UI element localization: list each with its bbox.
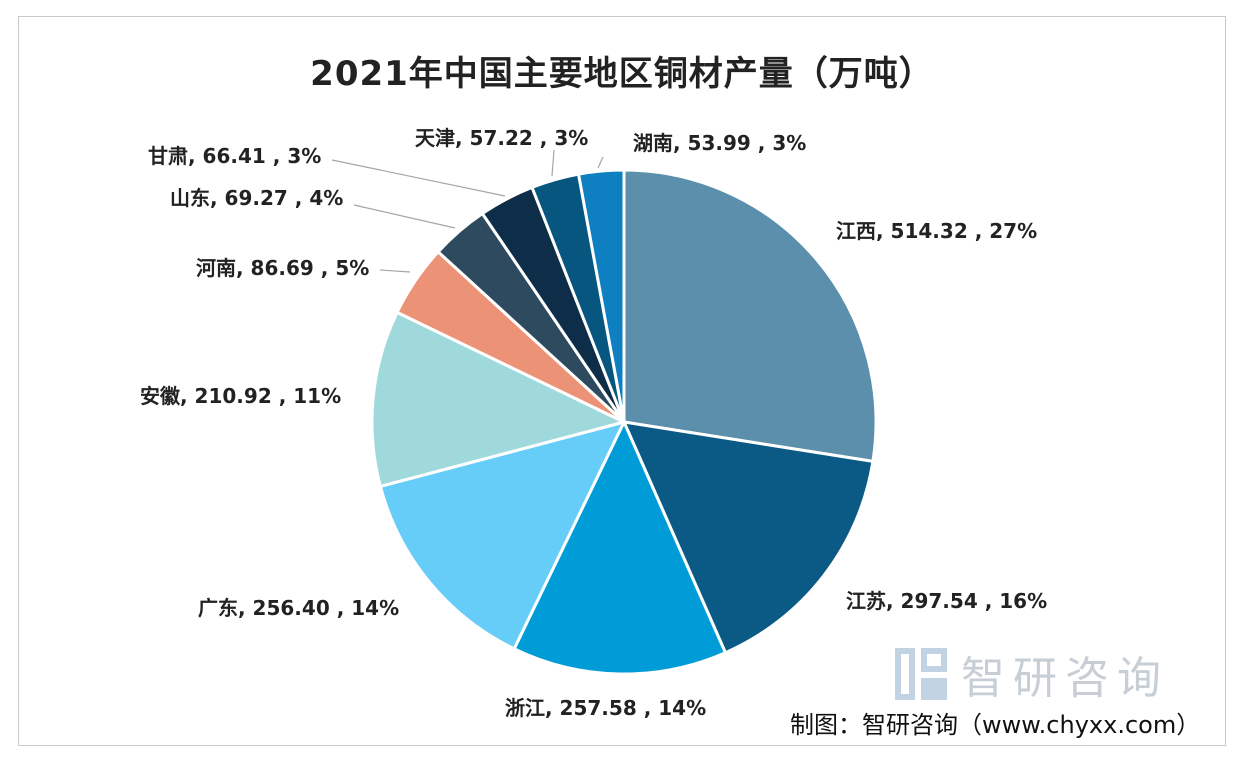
source-note: 制图：智研咨询（www.chyxx.com） [790,711,1201,739]
pie-slice-安徽 [370,310,626,488]
leader-lines [331,149,604,273]
leader-line-甘肃 [331,159,506,197]
pie-slice-广东 [378,420,626,651]
watermark: 智研咨询 [895,642,1169,706]
pie-slice-江苏 [622,420,875,655]
slice-label-甘肃: 甘肃, 66.41 , 3% [148,144,321,168]
leader-line-山东 [353,204,456,229]
pie-slice-江西 [622,168,878,463]
pie-slice-浙江 [512,420,727,676]
slice-labels: 江西, 514.32 , 27% 江苏, 297.54 , 16% 浙江, 257.… [140,126,1047,720]
slice-label-河南: 河南, 86.69 , 5% [196,256,369,280]
slice-label-安徽: 安徽, 210.92 , 11% [140,384,341,408]
slice-label-山东: 山东, 69.27 , 4% [170,186,343,210]
slice-label-广东: 广东, 256.40 , 14% [198,596,399,620]
slice-label-湖南: 湖南, 53.99 , 3% [633,131,806,155]
slice-label-江西: 江西, 514.32 , 27% [836,219,1037,243]
chart-title: 2021年中国主要地区铜材产量（万吨） [310,54,934,94]
slice-label-浙江: 浙江, 257.58 , 14% [505,696,706,720]
slice-label-江苏: 江苏, 297.54 , 16% [846,589,1047,613]
watermark-logo-icon [895,648,947,700]
slice-label-天津: 天津, 57.22 , 3% [415,126,588,150]
leader-line-天津 [551,149,555,177]
pie-slices [370,168,878,676]
leader-line-湖南 [597,156,604,169]
leader-line-河南 [379,269,411,273]
watermark-text: 智研咨询 [961,653,1169,704]
pie-slice-湖南 [577,168,626,424]
